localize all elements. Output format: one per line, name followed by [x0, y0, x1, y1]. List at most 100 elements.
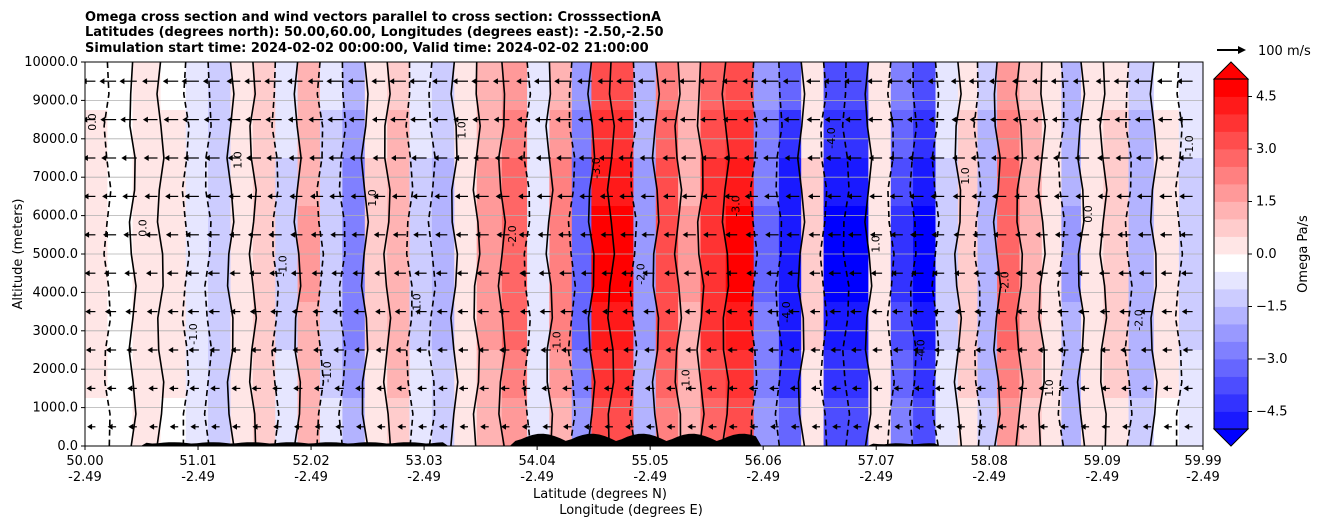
wind-vector-head	[666, 385, 672, 392]
omega-cell	[1061, 254, 1082, 303]
wind-vector-head	[844, 78, 850, 85]
omega-cell	[501, 62, 528, 111]
wind-vector-head	[252, 423, 258, 430]
wind-vector-head	[1074, 155, 1080, 161]
wind-vector-head	[727, 347, 733, 353]
omega-cell	[571, 110, 592, 159]
wind-vector-head	[248, 270, 254, 277]
wind-vector-head	[765, 231, 771, 238]
wind-vectors	[85, 78, 1193, 430]
wind-vector-head	[209, 347, 215, 353]
colorbar-band	[1214, 96, 1248, 115]
wind-vector-head	[415, 308, 421, 315]
wind-vector-head	[184, 193, 190, 200]
omega-cell	[85, 398, 108, 446]
wind-vector-head	[811, 423, 817, 430]
omega-cell	[342, 302, 366, 351]
omega-cell	[320, 62, 343, 111]
wind-vector-head	[723, 155, 729, 161]
wind-vector-head	[764, 193, 770, 200]
omega-cell	[977, 398, 998, 446]
omega-cell	[571, 206, 592, 255]
wind-vector-head	[1140, 347, 1146, 353]
omega-cell	[252, 206, 276, 255]
contour-label: 1.0	[456, 121, 469, 139]
omega-cell	[501, 302, 528, 351]
contour-line	[749, 62, 759, 446]
x-tick-label-longitude: -2.49	[68, 470, 102, 485]
wind-vector-head	[890, 231, 896, 238]
wind-vector-head	[335, 423, 341, 430]
wind-vector-head	[914, 385, 919, 392]
omega-cell	[160, 62, 187, 111]
x-tick-label-latitude: 50.00	[66, 454, 103, 469]
omega-cell	[633, 110, 657, 159]
omega-cell	[977, 110, 998, 159]
wind-vector-head	[892, 308, 897, 315]
wind-vector-head	[99, 78, 105, 85]
wind-vector-head	[1100, 347, 1106, 353]
wind-vector-head	[143, 155, 149, 161]
wind-vector-head	[1115, 155, 1121, 161]
omega-cell	[1041, 398, 1062, 446]
omega-cell	[823, 302, 847, 351]
omega-cell	[778, 62, 802, 111]
contour-line	[673, 62, 683, 446]
contour-line	[226, 62, 235, 446]
omega-cell	[725, 206, 755, 255]
colorbar-extend-max	[1212, 61, 1250, 80]
omega-cell	[409, 302, 433, 351]
wind-vector-head	[331, 270, 337, 277]
contour-label: 1.0	[870, 235, 883, 253]
colorbar-tick-label: 4.5	[1256, 90, 1277, 105]
omega-cell	[823, 206, 847, 255]
omega-cell	[1178, 254, 1203, 303]
contour-label: -3.0	[730, 195, 743, 216]
omega-cell	[678, 110, 702, 159]
wind-vector-head	[125, 308, 131, 315]
omega-cell	[633, 302, 657, 351]
wind-vector-head	[1163, 423, 1169, 430]
omega-cell	[678, 206, 702, 255]
wind-vector-head	[747, 347, 753, 353]
wind-vector-head	[873, 385, 878, 392]
wind-vector-head	[1158, 155, 1164, 161]
wind-vector-head	[555, 116, 561, 123]
wind-vector-head	[310, 231, 316, 238]
wind-vector-head	[1077, 270, 1083, 277]
colorbar-band	[1214, 394, 1248, 412]
omega-cell	[868, 254, 892, 303]
omega-cell	[1103, 302, 1130, 351]
wind-vector-head	[562, 385, 568, 392]
wind-vector-head	[1073, 116, 1079, 123]
wind-vector-head	[645, 423, 651, 430]
wind-vector-head	[1116, 193, 1122, 200]
wind-vector-head	[806, 78, 811, 85]
wind-vector-head	[702, 193, 708, 200]
wind-vector-head	[375, 347, 381, 353]
omega-cell	[1019, 158, 1043, 207]
omega-cell	[1041, 350, 1062, 399]
omega-cell	[957, 398, 979, 446]
wind-vector-head	[226, 78, 232, 85]
contour-line	[587, 62, 596, 446]
omega-cell	[1153, 206, 1180, 255]
colorbar-bands	[1214, 79, 1248, 430]
wind-vector-head	[494, 155, 500, 161]
omega-cell	[107, 254, 134, 303]
omega-cell	[1153, 254, 1180, 303]
wind-vector-head	[808, 231, 814, 238]
wind-vector-head	[953, 231, 959, 238]
wind-vector-head	[557, 193, 563, 200]
omega-cell	[275, 398, 299, 446]
omega-cell	[320, 398, 343, 446]
wind-vector-head	[373, 231, 379, 238]
wind-vector-head	[894, 423, 900, 430]
wind-vector-head	[782, 78, 788, 85]
wind-vector-head	[1012, 78, 1017, 85]
omega-cell	[611, 158, 634, 207]
omega-cell	[655, 110, 679, 159]
wind-vector-head	[790, 423, 796, 430]
contour-label: 1.0	[366, 189, 379, 207]
wind-vector-head	[889, 193, 895, 200]
